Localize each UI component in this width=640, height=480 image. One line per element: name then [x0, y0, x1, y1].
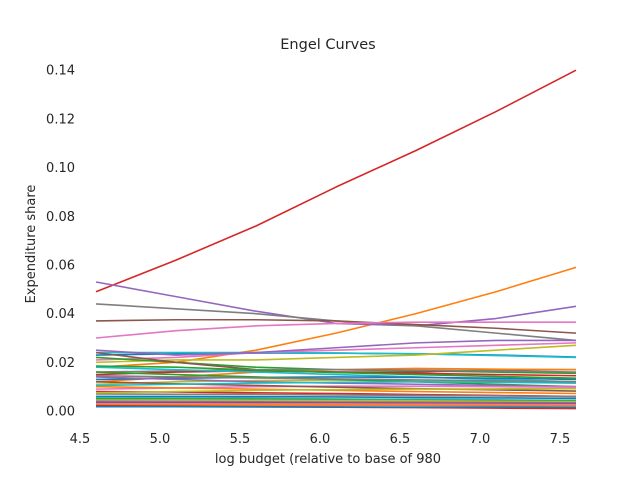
x-tick-label: 4.5 — [70, 432, 91, 447]
series-line-28 — [95, 396, 577, 402]
x-tick-label: 7.0 — [470, 432, 491, 447]
series-line-1 — [95, 69, 577, 293]
y-tick-label: 0.08 — [46, 210, 75, 225]
series-line-17 — [95, 366, 577, 383]
series-line-10 — [95, 344, 577, 364]
series-line-34 — [96, 404, 577, 407]
series-line-37 — [95, 365, 577, 379]
y-tick-label: 0.04 — [46, 307, 75, 322]
series-line-27 — [96, 395, 577, 400]
series-line-31 — [95, 400, 577, 404]
y-tick-label: 0.12 — [46, 112, 75, 127]
y-tick-label: 0.14 — [46, 64, 75, 79]
series-line-26 — [95, 393, 577, 398]
y-tick-label: 0.00 — [46, 405, 75, 420]
y-axis-label: Expenditure share — [24, 185, 39, 304]
series-line-5 — [95, 318, 577, 334]
series-line-39 — [95, 374, 577, 383]
series-layer — [95, 69, 577, 410]
series-line-36 — [96, 405, 577, 409]
series-line-38 — [95, 381, 577, 387]
x-tick-label: 5.0 — [150, 432, 171, 447]
chart-title: Engel Curves — [280, 37, 375, 53]
x-tick-label: 7.5 — [550, 432, 571, 447]
x-axis-label: log budget (relative to base of 980 — [215, 452, 441, 467]
series-line-9 — [95, 342, 577, 361]
series-line-8 — [96, 351, 577, 359]
x-tick-label: 5.5 — [230, 432, 251, 447]
y-tick-label: 0.10 — [46, 161, 75, 176]
series-line-40 — [95, 387, 577, 394]
series-line-11 — [95, 339, 576, 356]
x-tick-label: 6.0 — [310, 432, 331, 447]
series-line-6 — [95, 321, 576, 339]
y-tick-label: 0.06 — [46, 258, 75, 273]
series-line-32 — [95, 401, 577, 405]
series-line-15 — [95, 368, 577, 373]
y-axis-ticks: 0.00 0.02 0.04 0.06 0.08 0.10 0.12 0.14 — [46, 64, 75, 420]
series-line-30 — [96, 399, 577, 403]
y-tick-label: 0.02 — [46, 356, 75, 371]
x-tick-label: 6.5 — [390, 432, 411, 447]
x-axis-ticks: 4.5 5.0 5.5 6.0 6.5 7.0 7.5 — [70, 432, 571, 447]
series-line-33 — [96, 402, 577, 406]
series-line-18 — [95, 376, 577, 381]
